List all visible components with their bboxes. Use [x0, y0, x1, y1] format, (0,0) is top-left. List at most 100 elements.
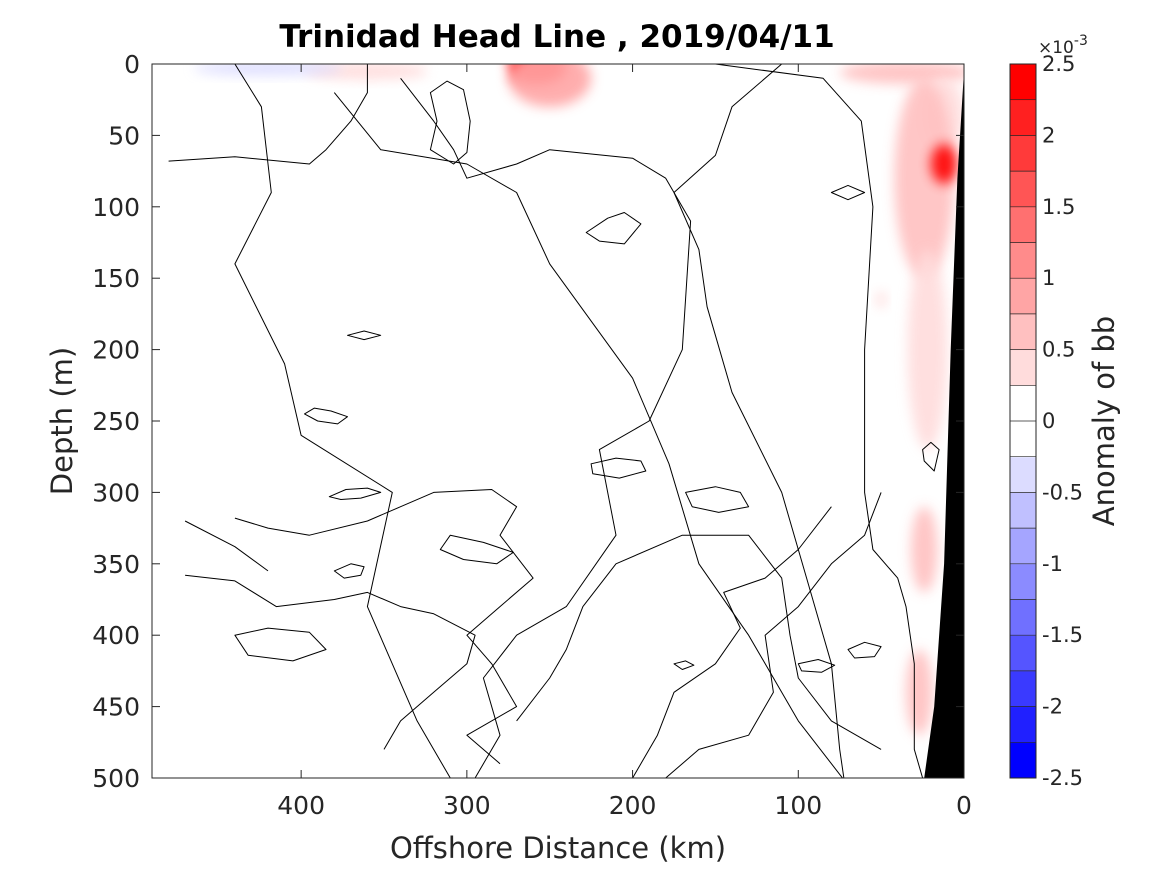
x-tick-label: 200 [609, 791, 657, 820]
closed-contour [673, 660, 695, 670]
anomaly-patch [930, 143, 958, 184]
zero-contour-line [168, 64, 368, 165]
y-tick-label: 0 [124, 50, 140, 79]
colorbar-segment [1010, 492, 1036, 529]
y-tick-label: 50 [108, 121, 140, 150]
colorbar-tick-label: -1.5 [1042, 623, 1083, 647]
y-tick-label: 100 [92, 193, 140, 222]
anomaly-patch [425, 64, 509, 82]
closed-contour [685, 486, 750, 513]
colorbar-segment [1010, 242, 1036, 279]
x-tick-label: 400 [277, 791, 325, 820]
anomaly-patches [193, 64, 964, 736]
colorbar-tick-label: -0.5 [1042, 480, 1083, 504]
zero-contour-line [333, 92, 844, 778]
colorbar-segment [1010, 599, 1036, 636]
colorbar-exponent: ×10-3 [1038, 33, 1088, 58]
anomaly-patch [907, 249, 948, 450]
colorbar-segment [1010, 99, 1036, 136]
colorbar-segment [1010, 563, 1036, 600]
y-tick-label: 450 [92, 693, 140, 722]
colorbar-segment [1010, 278, 1036, 315]
closed-contour [234, 627, 327, 662]
closed-contour [922, 441, 940, 472]
zero-contour-line [632, 506, 832, 778]
anomaly-patch [876, 291, 887, 309]
colorbar-segment [1010, 385, 1036, 422]
colorbar-tick-label: -1 [1042, 552, 1063, 576]
zero-contour-line [673, 64, 845, 778]
y-tick-label: 200 [92, 336, 140, 365]
x-tick-label: 300 [443, 791, 491, 820]
zero-contour-line [516, 534, 882, 750]
bathymetry [924, 64, 964, 778]
colorbar-tick-label: 2.5 [1042, 52, 1075, 76]
x-tick-label: 0 [956, 791, 972, 820]
anomaly-patch [193, 64, 343, 76]
x-tick-label: 100 [774, 791, 822, 820]
closed-contour [830, 184, 866, 201]
y-tick-label: 500 [92, 764, 140, 793]
closed-contour [585, 212, 642, 245]
x-axis: 400 300 200 100 0 [277, 64, 972, 820]
colorbar-tick-label: -2 [1042, 695, 1063, 719]
colorbar-label: Anomaly of bb [1087, 316, 1121, 526]
colorbar-segment [1010, 456, 1036, 493]
colorbar-segment [1010, 349, 1036, 386]
plot-area [152, 64, 964, 778]
colorbar-exponent-base: ×10 [1038, 38, 1074, 58]
anomaly-patch [910, 506, 938, 593]
closed-contour [439, 534, 514, 565]
y-tick-label: 300 [92, 478, 140, 507]
x-axis-label: Offshore Distance (km) [390, 831, 726, 865]
zero-contour-line [184, 520, 269, 572]
closed-contour [304, 407, 348, 425]
zero-contours [168, 64, 940, 778]
closed-contour [347, 330, 382, 341]
colorbar-tick-label: 0 [1042, 409, 1055, 433]
colorbar-tick-label: 1 [1042, 266, 1055, 290]
colorbar-segment [1010, 64, 1036, 101]
colorbar-segment [1010, 635, 1036, 672]
y-tick-label: 150 [92, 264, 140, 293]
closed-contour [797, 659, 836, 673]
colorbar-segment [1010, 670, 1036, 708]
y-tick-label: 350 [92, 550, 140, 579]
y-axis: 0 50 100 150 200 250 300 350 400 450 500 [92, 50, 964, 793]
anomaly-patch [508, 64, 592, 107]
zero-contour-line [400, 77, 692, 778]
colorbar-segment [1010, 135, 1036, 172]
zero-contour-line [234, 64, 451, 778]
closed-contour [590, 457, 647, 479]
zero-contour-line [715, 64, 924, 778]
closed-contour [429, 80, 471, 165]
zero-contour-line [234, 489, 534, 765]
y-tick-label: 400 [92, 621, 140, 650]
colorbar-segment [1010, 421, 1036, 458]
chart-title: Trinidad Head Line , 2019/04/11 [279, 19, 834, 55]
colorbar: 2.5 2 1.5 1 0.5 0 -0.5 -1 -1.5 -2 -2.5 [1009, 52, 1083, 790]
colorbar-tick-label: -2.5 [1042, 766, 1083, 790]
colorbar-segment [1010, 742, 1036, 779]
colorbar-segment [1010, 206, 1036, 243]
plot-background [152, 64, 964, 778]
zero-contour-line [185, 574, 476, 750]
colorbar-segment [1010, 528, 1036, 565]
bathymetry-polygon [924, 64, 964, 778]
anomaly-patch [839, 64, 964, 84]
closed-contour [328, 487, 382, 500]
colorbar-segment [1010, 706, 1036, 743]
colorbar-exponent-power: -3 [1074, 33, 1088, 49]
colorbar-tick-label: 0.5 [1042, 338, 1075, 362]
closed-contour [847, 641, 882, 659]
y-axis-label: Depth (m) [45, 347, 79, 495]
anomaly-patch [894, 78, 955, 279]
colorbar-segment [1010, 313, 1036, 351]
y-tick-label: 250 [92, 407, 140, 436]
colorbar-tick-label: 2 [1042, 123, 1055, 147]
colorbar-segment [1010, 171, 1036, 208]
colorbar-tick-label: 1.5 [1042, 195, 1075, 219]
closed-contour [333, 563, 365, 579]
anomaly-patch [906, 649, 933, 736]
